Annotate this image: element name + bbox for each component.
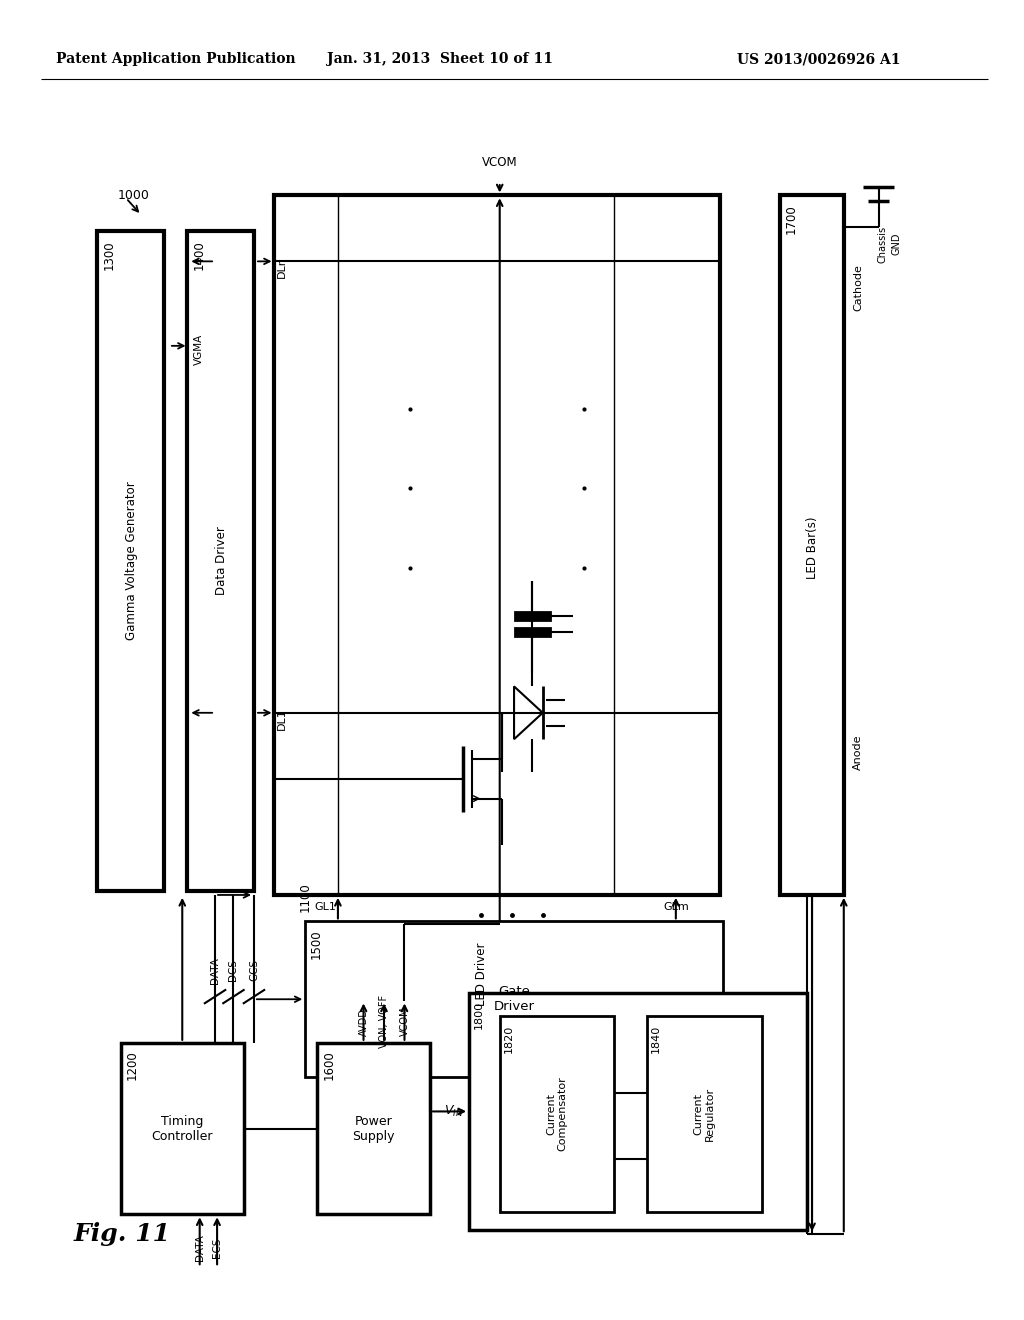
Text: LED Driver: LED Driver — [475, 942, 487, 1006]
Bar — [317, 1043, 430, 1214]
Text: LED Bar(s): LED Bar(s) — [806, 516, 818, 579]
Text: GND: GND — [891, 232, 901, 256]
Text: Anode: Anode — [853, 735, 863, 770]
Text: 1200: 1200 — [126, 1051, 139, 1081]
Text: VCOM: VCOM — [399, 1007, 410, 1036]
Text: 1100: 1100 — [299, 882, 312, 912]
Text: VON, VOFF: VON, VOFF — [379, 995, 389, 1048]
Text: Power
Supply: Power Supply — [352, 1114, 395, 1143]
Text: AVDD: AVDD — [358, 1007, 369, 1036]
Text: Gate
Driver: Gate Driver — [494, 985, 535, 1014]
Text: Fig. 11: Fig. 11 — [74, 1222, 171, 1246]
Bar — [469, 993, 807, 1230]
Text: DATA: DATA — [210, 957, 220, 983]
Text: 1700: 1700 — [784, 205, 798, 235]
Text: Chassis: Chassis — [878, 226, 888, 263]
Text: GL1: GL1 — [314, 902, 337, 912]
Text: GCS: GCS — [249, 960, 259, 981]
Bar — [187, 231, 254, 891]
Text: 1800: 1800 — [474, 1001, 484, 1028]
Bar — [780, 195, 844, 895]
Bar — [121, 1043, 244, 1214]
Text: DATA: DATA — [195, 1234, 205, 1261]
Text: Patent Application Publication: Patent Application Publication — [56, 53, 296, 66]
Text: DL1: DL1 — [276, 709, 287, 730]
Text: VGMA: VGMA — [194, 334, 204, 366]
Text: VCOM: VCOM — [482, 156, 517, 169]
Text: 1500: 1500 — [309, 929, 323, 958]
Text: 1600: 1600 — [323, 1051, 336, 1081]
Text: Current
Compensator: Current Compensator — [546, 1077, 568, 1151]
Text: US 2013/0026926 A1: US 2013/0026926 A1 — [737, 53, 901, 66]
Text: Data Driver: Data Driver — [215, 527, 227, 595]
Text: 1820: 1820 — [504, 1024, 514, 1052]
Text: DLn: DLn — [276, 256, 287, 277]
Text: GLm: GLm — [663, 902, 689, 912]
Text: Current
Regulator: Current Regulator — [693, 1086, 716, 1142]
Bar — [515, 612, 551, 620]
Text: $V_{IN}$: $V_{IN}$ — [444, 1104, 464, 1119]
Text: DCS: DCS — [228, 960, 239, 981]
Text: 1840: 1840 — [651, 1024, 662, 1052]
Text: 1400: 1400 — [193, 240, 206, 271]
Bar — [274, 195, 720, 895]
Text: Timing
Controller: Timing Controller — [152, 1114, 213, 1143]
Text: ECS: ECS — [212, 1237, 222, 1258]
Bar — [500, 1016, 614, 1212]
Bar — [305, 921, 723, 1077]
Text: Cathode: Cathode — [853, 264, 863, 312]
Text: Gamma Voltage Generator: Gamma Voltage Generator — [125, 482, 137, 640]
Text: 1000: 1000 — [118, 189, 150, 202]
Bar — [647, 1016, 762, 1212]
Bar — [97, 231, 164, 891]
Text: Jan. 31, 2013  Sheet 10 of 11: Jan. 31, 2013 Sheet 10 of 11 — [328, 53, 553, 66]
Bar — [515, 628, 551, 636]
Text: 1300: 1300 — [102, 240, 116, 269]
